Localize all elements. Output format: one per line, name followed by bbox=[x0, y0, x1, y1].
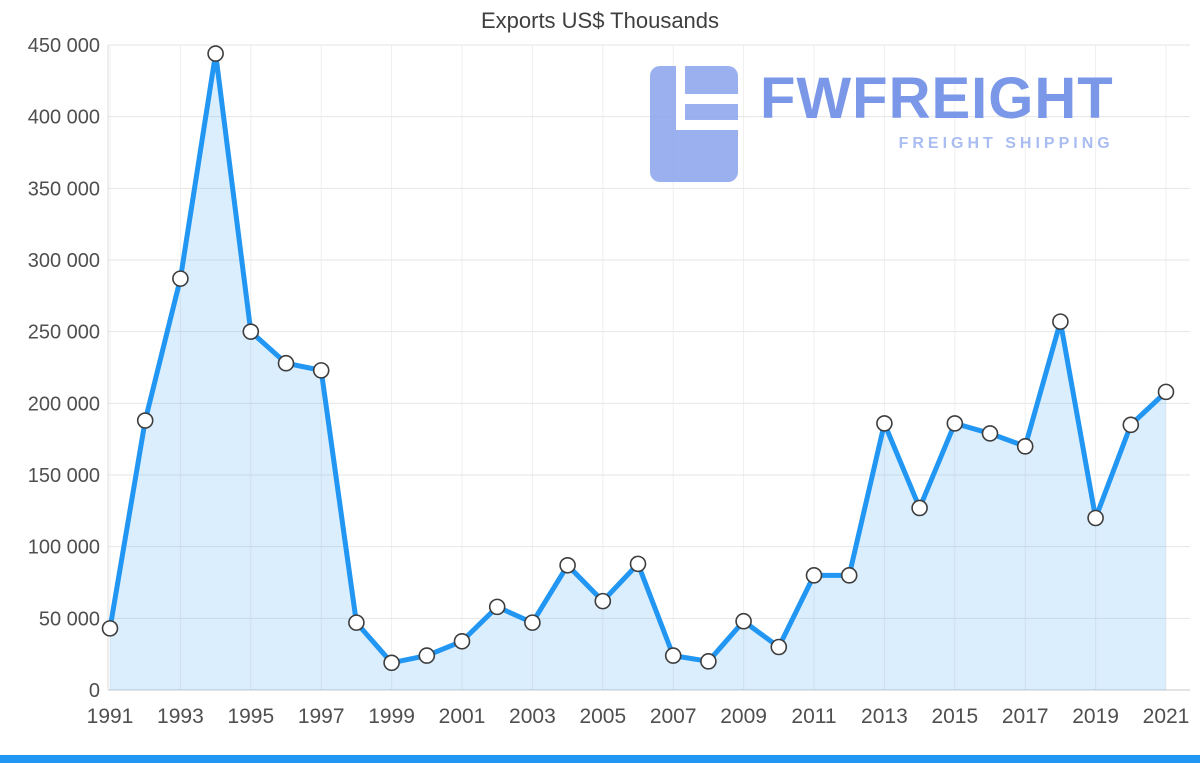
data-point-marker bbox=[277, 354, 295, 372]
x-tick-label: 2007 bbox=[650, 705, 697, 728]
y-tick-label: 50 000 bbox=[39, 608, 100, 630]
x-tick-label: 2013 bbox=[861, 705, 908, 728]
x-tick-label: 1993 bbox=[157, 705, 204, 728]
y-tick-label: 0 bbox=[89, 680, 100, 702]
x-tick-label: 1995 bbox=[227, 705, 274, 728]
x-tick-label: 2009 bbox=[720, 705, 767, 728]
data-point-marker bbox=[101, 620, 119, 637]
data-point-marker bbox=[524, 614, 541, 631]
data-point-marker bbox=[911, 499, 928, 517]
y-tick-label: 150 000 bbox=[28, 465, 100, 487]
x-tick-label: 2003 bbox=[509, 705, 556, 728]
x-tick-label: 2011 bbox=[791, 705, 836, 728]
x-tick-label: 2005 bbox=[579, 705, 626, 728]
y-tick-label: 200 000 bbox=[28, 393, 100, 415]
chart-title: Exports US$ Thousands bbox=[480, 8, 720, 33]
x-tick-label: 1991 bbox=[87, 705, 134, 728]
data-point-marker bbox=[312, 362, 330, 379]
footer-bar bbox=[0, 755, 1200, 763]
x-tick-label: 2017 bbox=[1002, 705, 1049, 728]
x-tick-label: 2019 bbox=[1072, 705, 1119, 728]
data-point-marker bbox=[1016, 438, 1034, 455]
data-point-marker bbox=[735, 612, 752, 630]
data-point-marker bbox=[418, 647, 436, 664]
data-point-marker bbox=[348, 614, 365, 631]
data-point-marker bbox=[594, 592, 612, 610]
series-area-fill bbox=[110, 53, 1166, 691]
data-point-marker bbox=[172, 270, 189, 287]
data-point-marker bbox=[876, 415, 893, 432]
y-tick-label: 250 000 bbox=[28, 322, 100, 344]
data-point-marker bbox=[383, 654, 400, 672]
x-tick-label: 1997 bbox=[298, 705, 345, 728]
logo-text: FWFREIGHT FREIGHT SHIPPING bbox=[760, 66, 1114, 153]
x-tick-label: 2021 bbox=[1143, 705, 1190, 728]
logo-glyph-icon bbox=[650, 66, 738, 182]
data-point-marker bbox=[1157, 383, 1175, 401]
data-point-marker bbox=[1087, 509, 1104, 527]
data-point-marker bbox=[664, 647, 682, 664]
data-point-marker bbox=[981, 425, 999, 442]
data-point-marker bbox=[629, 555, 647, 573]
data-point-marker bbox=[242, 323, 260, 340]
data-point-marker bbox=[559, 556, 576, 574]
y-tick-label: 450 000 bbox=[28, 35, 100, 57]
data-point-marker bbox=[136, 412, 154, 429]
y-tick-label: 300 000 bbox=[28, 250, 100, 272]
x-tick-label: 2015 bbox=[931, 705, 978, 728]
data-point-marker bbox=[700, 653, 717, 670]
data-point-marker bbox=[1052, 313, 1069, 330]
y-tick-label: 400 000 bbox=[28, 107, 100, 129]
data-point-marker bbox=[770, 638, 788, 656]
y-tick-label: 100 000 bbox=[28, 537, 100, 559]
logo: FWFREIGHT FREIGHT SHIPPING bbox=[650, 66, 1114, 182]
data-point-marker bbox=[453, 632, 471, 650]
data-point-marker bbox=[207, 45, 224, 62]
data-point-marker bbox=[805, 567, 823, 584]
x-tick-label: 1999 bbox=[368, 705, 415, 728]
data-point-marker bbox=[488, 598, 506, 616]
logo-tagline: FREIGHT SHIPPING bbox=[898, 134, 1114, 152]
x-tick-label: 2001 bbox=[439, 705, 486, 728]
data-point-marker bbox=[946, 415, 964, 432]
data-point-marker bbox=[840, 567, 858, 584]
y-tick-label: 350 000 bbox=[28, 178, 100, 200]
logo-name: FWFREIGHT bbox=[760, 66, 1114, 131]
exports-chart: 0 50 000 100 000 150 000 200 000 250 000 300 0… bbox=[28, 35, 1190, 728]
data-point-marker bbox=[1122, 416, 1140, 434]
